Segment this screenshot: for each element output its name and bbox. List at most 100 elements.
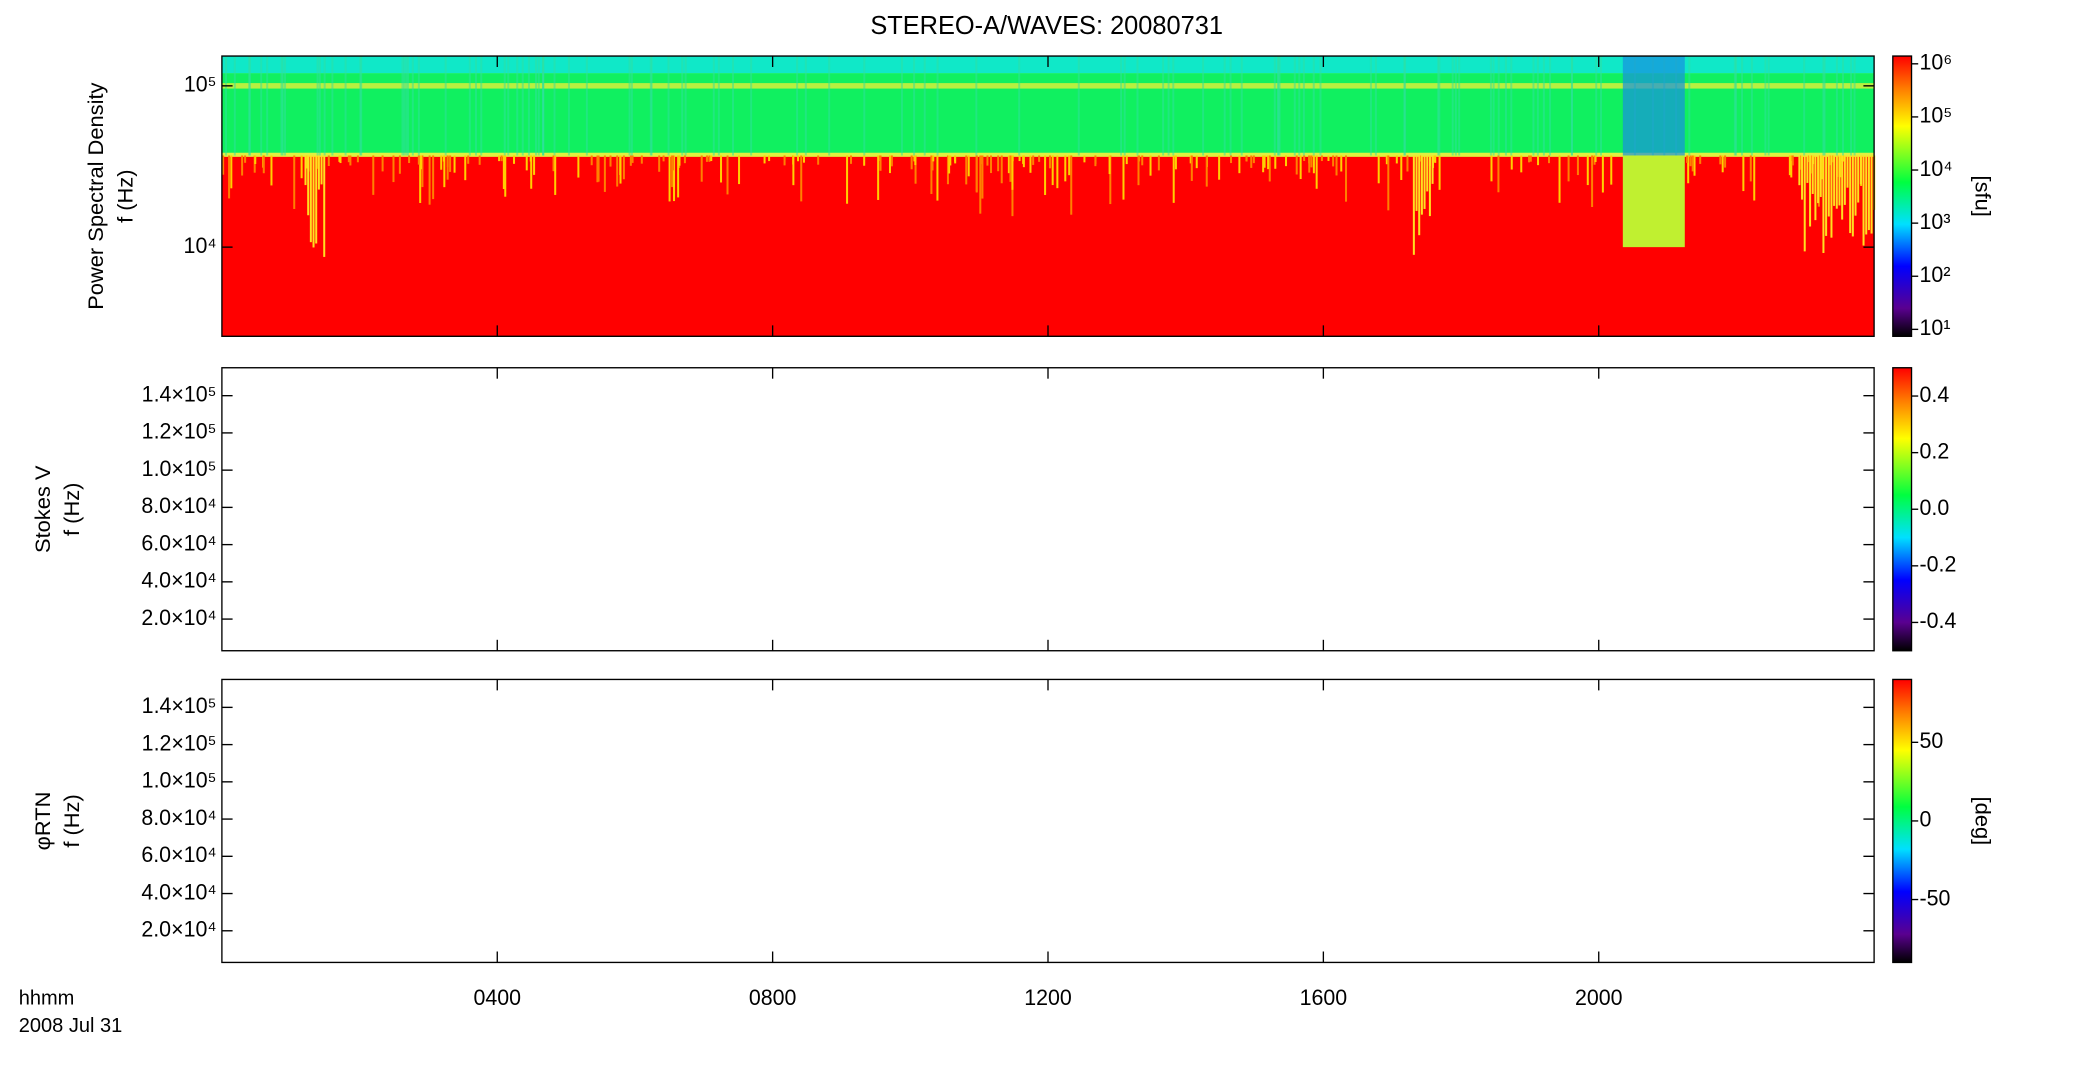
spectrogram-streak (1497, 155, 1500, 193)
spectrogram-streak (1273, 56, 1276, 156)
spectrogram-streak (1137, 155, 1140, 186)
y-axis-label: f (Hz) (59, 483, 84, 536)
spectrogram-streak (315, 155, 318, 244)
spectrogram-streak (1044, 155, 1047, 195)
spectrogram-band (221, 152, 1875, 157)
spectrogram-streak (1172, 56, 1175, 156)
spectrogram-streak (317, 155, 320, 190)
spectrogram-streak (478, 155, 481, 165)
spectrogram-streak (1083, 155, 1086, 163)
y-axis-label: f (Hz) (113, 169, 138, 222)
spectrogram-streak (879, 155, 882, 171)
spectrogram-streak (1315, 155, 1318, 189)
spectrogram-streak (516, 56, 519, 156)
spectrogram-streak (710, 155, 713, 162)
spectrogram-streak (498, 155, 501, 162)
spectrogram-streak (1312, 56, 1315, 156)
spectrogram-streak (542, 56, 545, 156)
spectrogram-streak (502, 155, 505, 190)
spectrogram-streak (1570, 56, 1573, 156)
spectrogram-streak (1252, 155, 1255, 164)
spectrogram-streak (954, 155, 957, 162)
spectrogram-streak (339, 155, 342, 164)
spectrogram-streak (381, 155, 384, 172)
spectrogram-streak (1302, 56, 1305, 156)
spectrogram-streak (846, 155, 849, 204)
y-tick-label: 2.0×10⁴ (141, 605, 216, 630)
spectrogram-streak (1125, 155, 1128, 165)
spectrogram-streak (300, 155, 303, 179)
colorbar-tick-label: 0.4 (1920, 382, 1950, 407)
spectrogram-streak (356, 155, 359, 163)
spectrogram-streak (1109, 155, 1112, 205)
spectrogram-streak (507, 56, 510, 156)
spectrogram-streak (417, 56, 420, 156)
spectrogram-streak (537, 56, 540, 156)
spectrogram-streak (804, 56, 807, 156)
spectrogram-streak (1245, 155, 1248, 162)
spectrogram-streak (480, 56, 483, 156)
spectrogram-streak (1174, 155, 1177, 170)
spectrogram-streak (428, 155, 431, 205)
spectrogram-streak (1420, 155, 1423, 215)
spectrogram-streak (936, 56, 939, 156)
spectrogram-streak (331, 56, 334, 156)
spectrogram-streak (1319, 56, 1322, 156)
y-tick-label: 4.0×10⁴ (141, 879, 216, 904)
spectrogram-streak (567, 56, 570, 156)
spectrogram (221, 56, 1876, 337)
spectrogram-streak (1753, 155, 1756, 201)
spectrogram-streak (1438, 56, 1441, 156)
spectrogram-streak (738, 155, 741, 185)
y-axis-label: φRTN (30, 792, 55, 851)
spectrogram-streak (533, 155, 536, 175)
spectrogram-streak (504, 155, 507, 197)
spectrogram-streak (527, 56, 530, 156)
spectrogram-streak (1418, 155, 1421, 236)
spectrogram-streak (1230, 155, 1233, 164)
spectrogram-streak (712, 56, 715, 156)
spectrogram-streak (411, 56, 414, 156)
spectrogram-streak (1335, 155, 1338, 176)
spectrogram-streak (1721, 155, 1724, 173)
spectrogram-streak (1205, 155, 1208, 187)
spectrogram-streak (293, 155, 296, 209)
spectrogram-streak (554, 155, 557, 195)
spectrogram-streak (1827, 155, 1830, 217)
spectrogram-streak (530, 155, 533, 189)
spectrogram-streak (1764, 56, 1767, 156)
spectrogram-streak (1295, 155, 1298, 175)
spectrogram-streak (1489, 56, 1492, 156)
spectrogram-streak (1018, 56, 1021, 156)
plot-frame (221, 678, 1875, 964)
spectrogram-streak (500, 155, 503, 162)
spectrogram-streak (828, 56, 831, 156)
spectrogram-streak (1327, 155, 1330, 161)
spectrogram-streak (1510, 155, 1513, 170)
spectrogram-streak (768, 155, 771, 162)
spectrogram-streak (1268, 155, 1271, 182)
spectrogram-streak (981, 155, 984, 199)
spectrogram-streak (1835, 56, 1838, 156)
spectrogram-streak (503, 56, 506, 156)
spectrogram-streak (1806, 155, 1809, 183)
colorbar-tick-label: 10³ (1920, 209, 1951, 234)
spectrogram-streak (1458, 56, 1461, 156)
spectrogram-streak (244, 155, 247, 163)
spectrogram-streak (1374, 56, 1377, 156)
spectrogram-streak (967, 155, 970, 177)
spectrogram-streak (1823, 56, 1826, 156)
spectrogram-streak (750, 56, 753, 156)
y-tick-label: 6.0×10⁴ (141, 842, 216, 867)
spectrogram-streak (622, 155, 625, 180)
spectrogram-streak (222, 155, 225, 175)
spectrogram-streak (1454, 56, 1457, 156)
y-axis-label: Stokes V (30, 465, 55, 553)
spectrogram-streak (1189, 155, 1192, 164)
spectrogram-streak (1094, 155, 1097, 167)
spectrogram-streak (1000, 155, 1003, 184)
spectrogram-streak (1032, 155, 1035, 165)
spectrogram-streak (1029, 155, 1032, 173)
spectrogram-streak (1719, 155, 1722, 165)
spectrogram-streak (1195, 155, 1198, 169)
